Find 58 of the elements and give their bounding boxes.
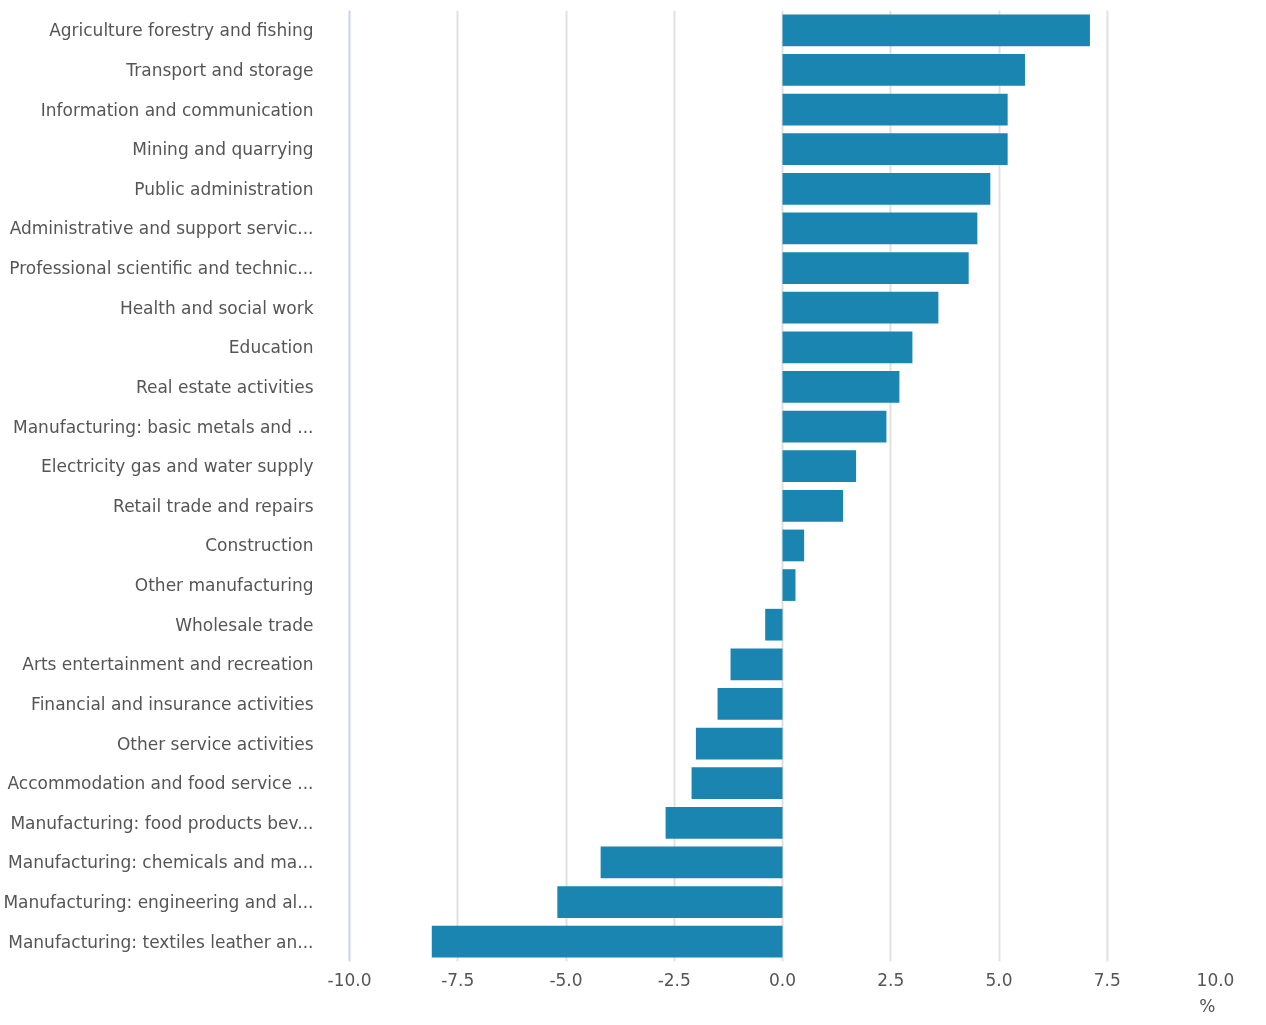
x-tick-label: -5.0 bbox=[549, 969, 583, 990]
x-tick-label: 10.0 bbox=[1196, 969, 1235, 990]
bar bbox=[782, 133, 1008, 166]
bar bbox=[782, 93, 1008, 126]
y-tick-label: Manufacturing: food products bev... bbox=[10, 812, 314, 833]
bar bbox=[557, 886, 783, 918]
y-tick-label: Health and social work bbox=[119, 297, 314, 318]
y-tick-label: Manufacturing: basic metals and ... bbox=[13, 416, 314, 437]
bar bbox=[600, 846, 783, 879]
x-tick-label: 5.0 bbox=[985, 969, 1013, 990]
bar bbox=[782, 172, 991, 205]
y-tick-label: Transport and storage bbox=[125, 59, 314, 80]
y-tick-label: Manufacturing: engineering and al... bbox=[3, 892, 314, 913]
bar bbox=[782, 212, 978, 245]
bar bbox=[691, 767, 783, 800]
x-tick-label: 0.0 bbox=[768, 969, 797, 990]
y-tick-label: Administrative and support servic... bbox=[9, 218, 314, 239]
y-tick-label: Electricity gas and water supply bbox=[40, 456, 314, 477]
x-axis-title: % bbox=[1199, 995, 1216, 1016]
y-tick-label: Arts entertainment and recreation bbox=[22, 654, 314, 675]
y-tick-label: Retail trade and repairs bbox=[113, 495, 314, 516]
x-tick-label: -7.5 bbox=[441, 969, 475, 990]
y-tick-label: Mining and quarrying bbox=[132, 139, 314, 160]
y-tick-label: Wholesale trade bbox=[175, 614, 314, 635]
bar bbox=[431, 925, 783, 958]
bar bbox=[782, 291, 939, 324]
bar bbox=[782, 450, 857, 483]
bar bbox=[717, 688, 783, 720]
y-tick-label: Manufacturing: chemicals and ma... bbox=[8, 852, 314, 873]
bar bbox=[782, 371, 900, 403]
y-tick-label: Other manufacturing bbox=[134, 575, 314, 596]
x-tick-label: 7.5 bbox=[1093, 969, 1121, 990]
x-tick-label: -2.5 bbox=[657, 969, 691, 990]
y-tick-label: Agriculture forestry and fishing bbox=[49, 20, 314, 41]
bar bbox=[765, 608, 783, 641]
y-tick-label: Professional scientific and technic... bbox=[9, 258, 314, 279]
bar bbox=[782, 252, 969, 284]
bar bbox=[665, 806, 783, 839]
bar bbox=[782, 410, 887, 443]
bar bbox=[782, 14, 1090, 47]
x-tick-label: -10.0 bbox=[327, 969, 372, 990]
y-tick-label: Other service activities bbox=[116, 733, 314, 754]
bar bbox=[782, 569, 796, 601]
x-tick-label: 2.5 bbox=[877, 969, 905, 990]
bar bbox=[782, 529, 805, 562]
y-tick-label: Public administration bbox=[134, 178, 314, 199]
y-tick-label: Education bbox=[228, 337, 314, 358]
y-tick-label: Financial and insurance activities bbox=[31, 693, 314, 714]
y-tick-label: Accommodation and food service ... bbox=[7, 773, 314, 794]
bar bbox=[730, 648, 783, 681]
bar bbox=[782, 331, 913, 364]
y-tick-label: Manufacturing: textiles leather an... bbox=[8, 931, 314, 952]
bar bbox=[782, 489, 844, 522]
y-tick-label: Real estate activities bbox=[135, 376, 314, 397]
bar bbox=[782, 54, 1025, 86]
y-tick-label: Information and communication bbox=[40, 99, 314, 120]
y-tick-label: Construction bbox=[205, 535, 314, 556]
bar bbox=[695, 727, 783, 760]
